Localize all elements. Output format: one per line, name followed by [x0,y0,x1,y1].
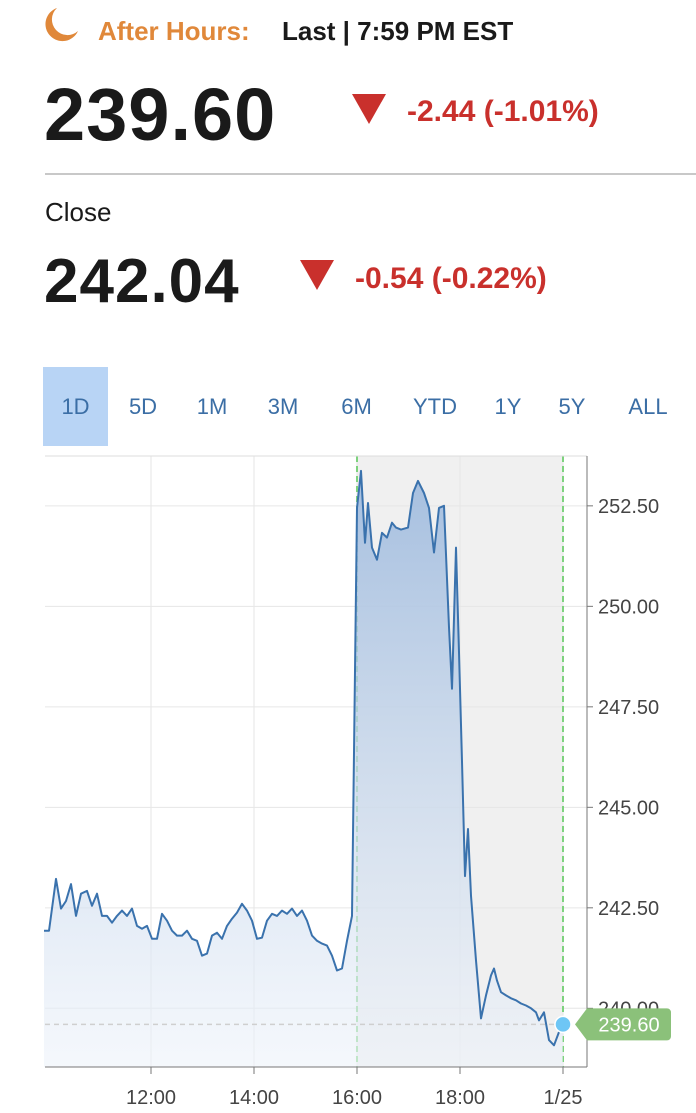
y-tick-label: 252.50 [598,496,659,518]
down-arrow [352,94,386,124]
last-price: 239.60 [44,73,277,156]
separator [45,173,696,175]
x-tick-label: 18:00 [435,1087,485,1109]
y-tick-label: 250.00 [598,596,659,618]
x-tick-label: 14:00 [229,1087,279,1109]
session-label: After Hours: [98,16,250,46]
range-tab[interactable]: 5D [128,394,158,419]
price-area [43,470,564,1067]
y-tick-label: 242.50 [598,898,659,920]
down-arrow [300,260,334,290]
y-tick-label: 245.00 [598,797,659,819]
close-change: -0.54 (-0.22%) [355,262,547,295]
x-tick-label: 12:00 [126,1087,176,1109]
range-tab[interactable]: ALL [628,394,668,419]
session-status: Last | 7:59 PM EST [282,16,514,46]
moon-icon [45,8,78,42]
close-price: 242.04 [44,247,240,316]
range-tab[interactable]: 6M [341,394,372,419]
last-price-tag [575,1008,671,1041]
price-change: -2.44 (-1.01%) [407,95,599,128]
last-price-marker [554,1015,572,1034]
price-line [44,469,564,1047]
x-tick-label: 1/25 [544,1087,583,1109]
y-tick-label: 247.50 [598,697,659,719]
close-label: Close [45,197,112,227]
range-tab[interactable]: YTD [413,394,457,419]
range-tab[interactable]: 3M [267,394,299,419]
range-tab[interactable]: 1Y [494,394,522,419]
x-tick-label: 16:00 [332,1087,382,1109]
last-price-label: 239.60 [598,1014,659,1036]
range-tab[interactable]: 1M [196,394,228,419]
range-tab[interactable]: 1D [43,367,108,446]
range-tab[interactable]: 5Y [558,394,586,419]
